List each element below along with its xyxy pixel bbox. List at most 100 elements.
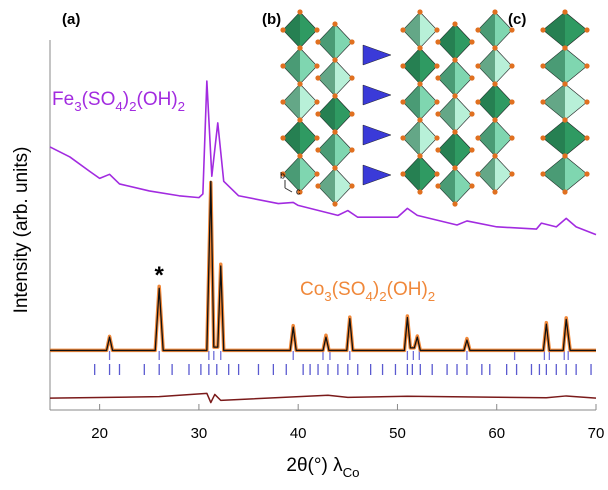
atom xyxy=(469,39,474,44)
atom xyxy=(434,99,439,104)
atom xyxy=(332,93,337,98)
atom xyxy=(435,75,440,80)
atom xyxy=(540,27,545,32)
atom xyxy=(349,39,354,44)
atom xyxy=(315,39,320,44)
structure-axis-label: b xyxy=(280,170,285,180)
sulfate xyxy=(363,45,391,65)
atom xyxy=(400,135,405,140)
atom xyxy=(314,27,319,32)
atom xyxy=(435,147,440,152)
x-tick-label: 40 xyxy=(290,425,307,442)
atom xyxy=(562,9,567,14)
atom xyxy=(349,111,354,116)
atom xyxy=(332,165,337,170)
atom xyxy=(400,63,405,68)
atom xyxy=(469,183,474,188)
x-tick-label: 30 xyxy=(191,425,208,442)
atom xyxy=(562,45,567,50)
atom xyxy=(509,171,514,176)
atom xyxy=(400,27,405,32)
atom xyxy=(417,189,422,194)
chart: (a) Intensity (arb. units) 2θ(°) λCo 20 3… xyxy=(0,0,608,490)
structure-image xyxy=(280,9,589,206)
atom xyxy=(475,171,480,176)
atom xyxy=(417,153,422,158)
atom xyxy=(435,39,440,44)
polyhedron-face xyxy=(543,156,565,192)
atom xyxy=(434,135,439,140)
polyhedron-face xyxy=(543,12,565,48)
atom xyxy=(452,93,457,98)
atom xyxy=(475,99,480,104)
atom xyxy=(314,99,319,104)
atom xyxy=(540,171,545,176)
atom xyxy=(400,99,405,104)
atom xyxy=(469,75,474,80)
atom xyxy=(315,75,320,80)
atom xyxy=(332,57,337,62)
atom xyxy=(584,171,589,176)
sulfate xyxy=(363,125,391,145)
atom xyxy=(492,81,497,86)
atom xyxy=(475,135,480,140)
atom xyxy=(562,81,567,86)
sulfate xyxy=(363,85,391,105)
atom xyxy=(452,21,457,26)
atom xyxy=(314,135,319,140)
atom xyxy=(297,81,302,86)
x-tick-label: 20 xyxy=(91,425,108,442)
atom xyxy=(434,171,439,176)
x-tick-label: 50 xyxy=(389,425,406,442)
atom xyxy=(297,153,302,158)
panel-label: (c) xyxy=(508,11,526,28)
atom xyxy=(475,27,480,32)
panel-label: (b) xyxy=(262,11,281,28)
atom xyxy=(297,117,302,122)
atom xyxy=(509,63,514,68)
atom xyxy=(492,45,497,50)
data-line xyxy=(50,393,596,402)
atom xyxy=(400,171,405,176)
atom xyxy=(349,183,354,188)
polyhedron-face xyxy=(543,84,565,120)
atom xyxy=(417,81,422,86)
atom xyxy=(509,27,514,32)
x-tick-label: 60 xyxy=(488,425,505,442)
panel-label: (a) xyxy=(62,11,80,28)
atom xyxy=(584,63,589,68)
polyhedron-face xyxy=(543,120,565,156)
atom xyxy=(540,135,545,140)
atom xyxy=(475,63,480,68)
atom xyxy=(469,147,474,152)
atom xyxy=(452,57,457,62)
atom xyxy=(280,27,285,32)
atom xyxy=(434,63,439,68)
atom xyxy=(434,27,439,32)
atom xyxy=(509,99,514,104)
atom xyxy=(297,45,302,50)
atom xyxy=(509,135,514,140)
atom xyxy=(315,111,320,116)
atom xyxy=(492,9,497,14)
y-axis-label: Intensity (arb. units) xyxy=(11,147,32,314)
series-label: Fe3(SO4)2(OH)2 xyxy=(52,89,185,114)
atom xyxy=(314,63,319,68)
atom xyxy=(280,99,285,104)
atom xyxy=(417,117,422,122)
x-tick-label: 70 xyxy=(588,425,605,442)
data-line xyxy=(50,182,596,350)
atom xyxy=(315,147,320,152)
atom xyxy=(417,45,422,50)
atom xyxy=(280,135,285,140)
atom xyxy=(584,27,589,32)
atom xyxy=(562,153,567,158)
x-axis-label: 2θ(°) λCo xyxy=(286,455,359,480)
atom xyxy=(314,171,319,176)
atom xyxy=(562,189,567,194)
atom xyxy=(297,9,302,14)
atom xyxy=(417,9,422,14)
atom xyxy=(492,117,497,122)
atom xyxy=(332,129,337,134)
atom xyxy=(435,111,440,116)
